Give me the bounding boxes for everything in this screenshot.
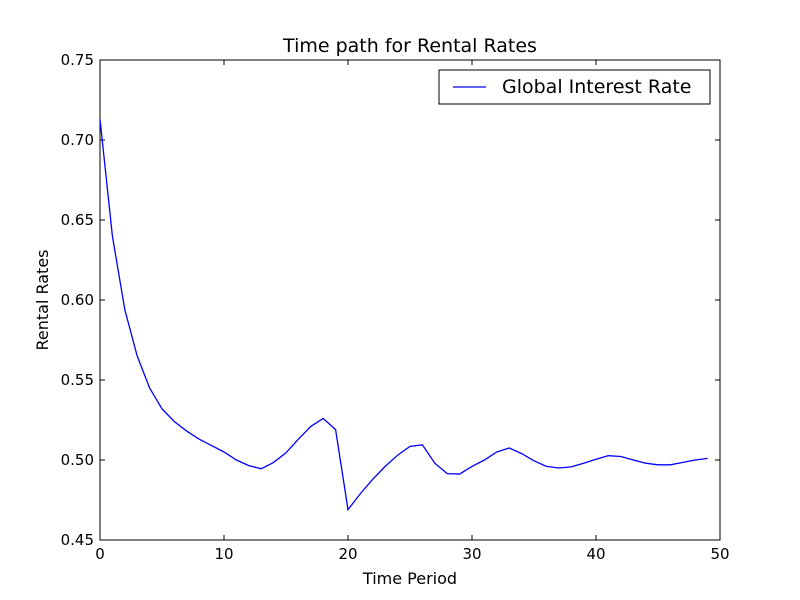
legend-label: Global Interest Rate xyxy=(502,76,691,98)
y-tick-label: 0.45 xyxy=(61,531,94,549)
y-tick-label: 0.70 xyxy=(61,131,94,149)
plot-frame xyxy=(99,59,721,541)
plot-area: 0 10 20 30 40 50 0.45 0.50 0.55 0.60 0.65 0.70 0.75 xyxy=(61,51,730,563)
y-tick-label: 0.50 xyxy=(61,451,94,469)
x-axis-label: Time Period xyxy=(362,569,457,588)
y-tick-label: 0.65 xyxy=(61,211,94,229)
x-axis-ticks: 0 10 20 30 40 50 xyxy=(95,60,730,563)
chart-title: Time path for Rental Rates xyxy=(282,35,537,57)
y-tick-label: 0.55 xyxy=(61,371,94,389)
x-tick-label: 40 xyxy=(586,545,605,563)
y-tick-label: 0.75 xyxy=(61,51,94,69)
y-axis-label: Rental Rates xyxy=(33,249,52,350)
y-tick-label: 0.60 xyxy=(61,291,94,309)
x-tick-label: 20 xyxy=(338,545,357,563)
legend: Global Interest Rate xyxy=(438,69,711,105)
y-axis-ticks: 0.45 0.50 0.55 0.60 0.65 0.70 0.75 xyxy=(61,51,720,549)
x-tick-label: 30 xyxy=(462,545,481,563)
x-tick-label: 10 xyxy=(214,545,233,563)
series-line-global-interest-rate xyxy=(99,119,708,512)
x-tick-label: 50 xyxy=(710,545,729,563)
x-tick-label: 0 xyxy=(95,545,105,563)
